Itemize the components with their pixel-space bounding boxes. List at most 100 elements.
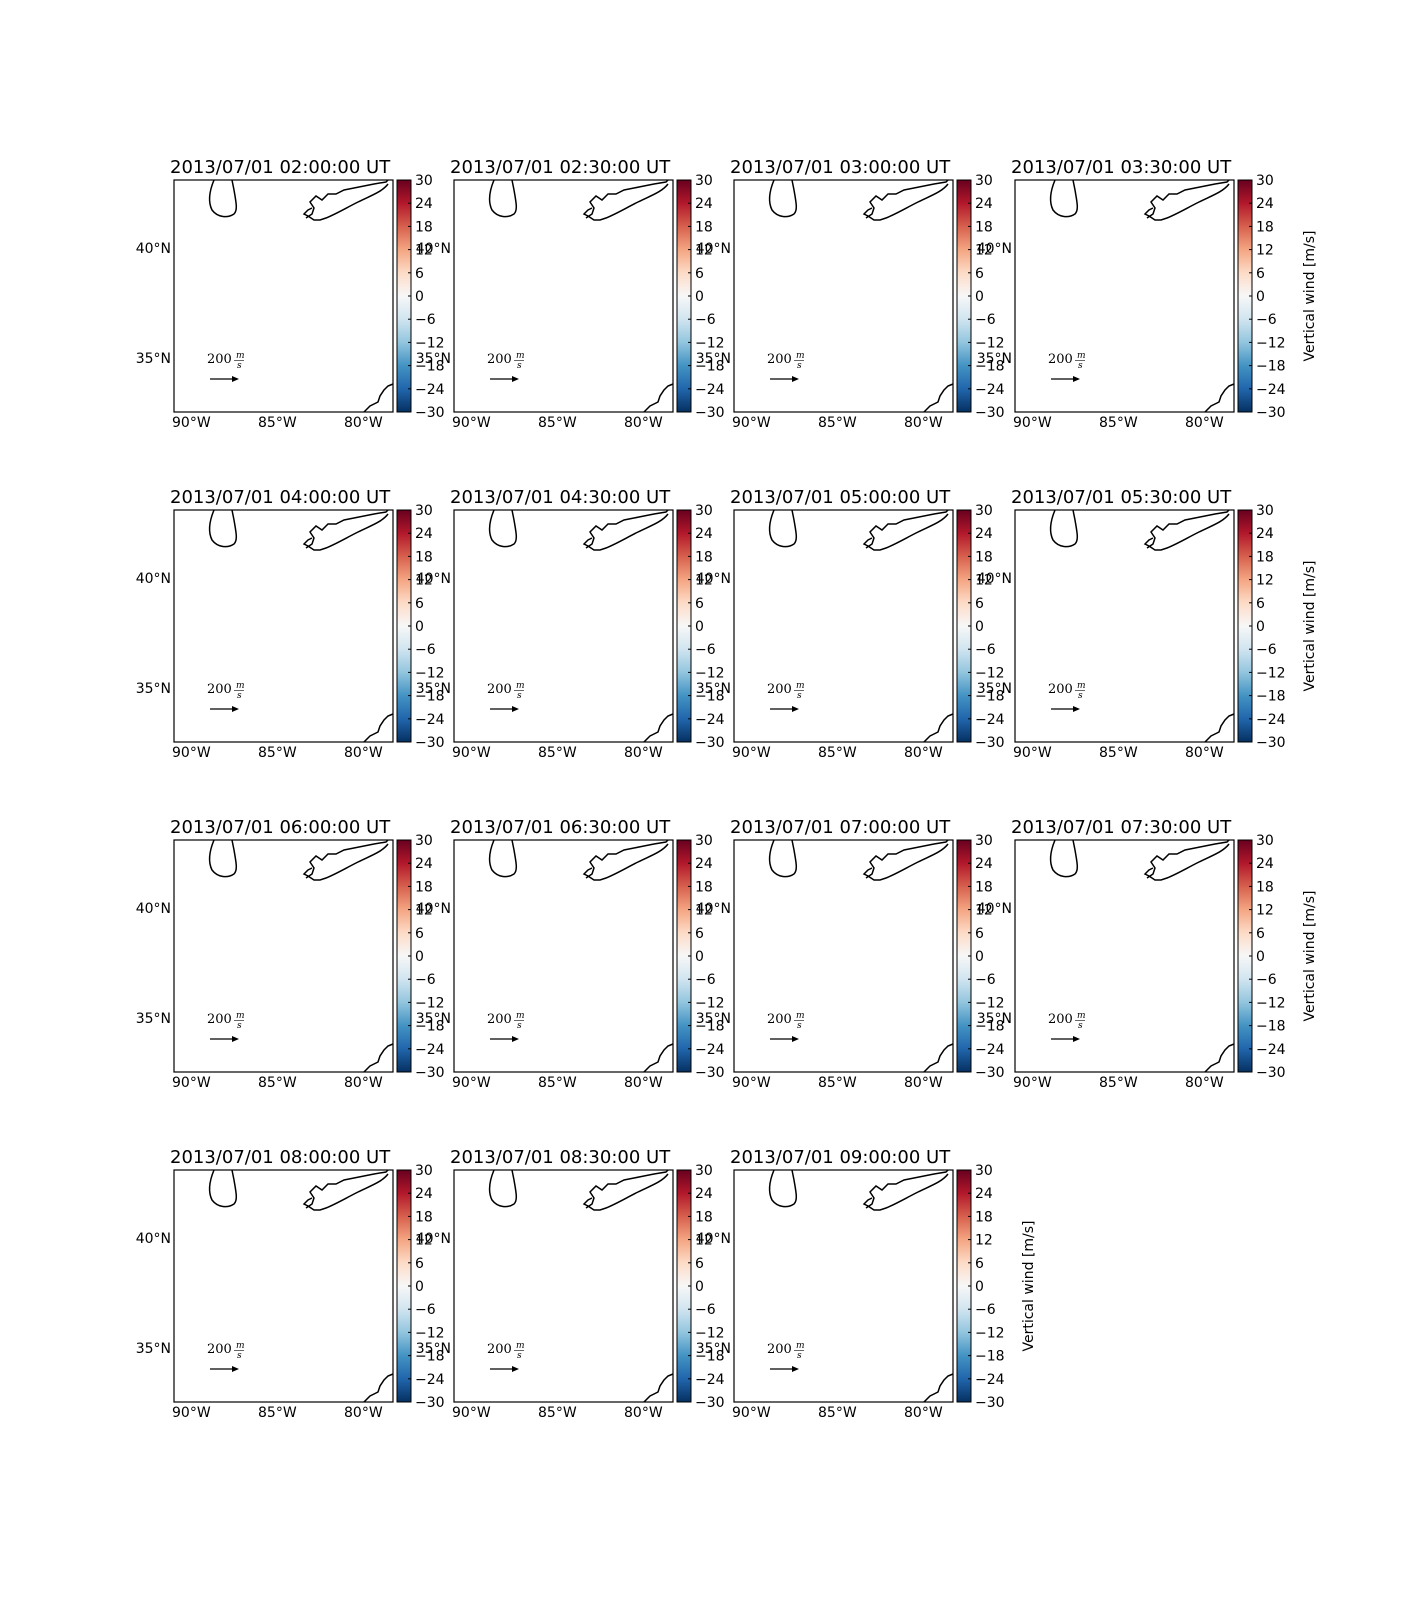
longitude-tick-label: 90°W bbox=[732, 745, 771, 761]
colorbar-tick-label: 12 bbox=[1256, 903, 1274, 919]
map-panel: 2013/07/01 08:30:00 UT 200 ms 90°W 85°W 80°W 4… bbox=[416, 1147, 757, 1421]
quiver-key-unit-num: m bbox=[516, 1011, 525, 1021]
longitude-tick-label: 85°W bbox=[258, 1405, 297, 1421]
colorbar-tick-label: −18 bbox=[975, 689, 1005, 705]
latitude-tick-label: 35°N bbox=[136, 1341, 171, 1357]
panel-title: 2013/07/01 08:00:00 UT bbox=[170, 1147, 391, 1168]
lake-michigan-coastline bbox=[488, 1169, 518, 1208]
longitude-tick-label: 80°W bbox=[1185, 415, 1224, 431]
colorbar-tick-label: 24 bbox=[1256, 196, 1274, 212]
map-panel: 2013/07/01 08:00:00 UT 200 ms 90°W 85°W 80°W 4… bbox=[136, 1147, 477, 1421]
quiver-key-arrowhead bbox=[512, 1366, 519, 1372]
quiver-key-arrowhead bbox=[232, 1036, 239, 1042]
quiver-key-unit-den: s bbox=[237, 1351, 242, 1361]
quiver-key-arrowhead bbox=[792, 1036, 799, 1042]
coastlines bbox=[768, 839, 954, 1073]
lake-erie-coastline bbox=[862, 1169, 949, 1211]
colorbar-tick-label: 18 bbox=[415, 219, 433, 235]
panel-title: 2013/07/01 07:30:00 UT bbox=[1011, 817, 1232, 838]
longitude-tick-label: 85°W bbox=[818, 1405, 857, 1421]
colorbar-tick-label: 6 bbox=[975, 596, 984, 612]
latitude-tick-label: 35°N bbox=[977, 1011, 1012, 1027]
lake-erie-coastline bbox=[1143, 179, 1230, 221]
colorbar-tick-label: 30 bbox=[695, 1163, 713, 1179]
colorbar-tick-label: 24 bbox=[695, 196, 713, 212]
colorbar-tick-label: −6 bbox=[1256, 642, 1277, 658]
latitude-tick-label: 35°N bbox=[977, 351, 1012, 367]
colorbar: 30 24 18 12 6 0 −6 −12 −18 −24 −30 Vertical wind [m… bbox=[1237, 503, 1318, 751]
colorbar-tick-label: −18 bbox=[415, 1349, 445, 1365]
colorbar-tick-label: −18 bbox=[695, 689, 725, 705]
colorbar-tick-label: 12 bbox=[695, 903, 713, 919]
lake-michigan-coastline bbox=[208, 509, 238, 548]
latitude-tick-label: 40°N bbox=[696, 241, 731, 257]
colorbar-tick-label: −30 bbox=[695, 1395, 725, 1411]
quiver-key-unit-den: s bbox=[237, 1021, 242, 1031]
latitude-tick-label: 40°N bbox=[977, 571, 1012, 587]
colorbar-tick-label: 30 bbox=[975, 1163, 993, 1179]
lake-michigan-coastline bbox=[768, 1169, 798, 1208]
coastlines bbox=[488, 1169, 674, 1403]
coastlines bbox=[768, 179, 954, 413]
atlantic-coastline bbox=[643, 713, 674, 743]
panel-title: 2013/07/01 08:30:00 UT bbox=[450, 1147, 671, 1168]
map-panel: 2013/07/01 02:30:00 UT 200 ms 90°W 85°W 80°W 4… bbox=[416, 157, 757, 431]
colorbar-tick-label: −18 bbox=[415, 1019, 445, 1035]
latitude-tick-label: 40°N bbox=[136, 901, 171, 917]
quiver-key-unit-den: s bbox=[1078, 361, 1083, 371]
quiver-key-unit-num: m bbox=[516, 351, 525, 361]
colorbar-tick-label: 6 bbox=[975, 926, 984, 942]
longitude-tick-label: 90°W bbox=[452, 745, 491, 761]
colorbar-tick-label: 6 bbox=[415, 596, 424, 612]
longitude-tick-label: 90°W bbox=[172, 415, 211, 431]
colorbar-tick-label: −18 bbox=[695, 359, 725, 375]
latitude-tick-label: 40°N bbox=[136, 571, 171, 587]
panel-title: 2013/07/01 07:00:00 UT bbox=[730, 817, 951, 838]
quiver-key-value: 200 bbox=[207, 682, 232, 697]
quiver-key-unit-num: m bbox=[236, 351, 245, 361]
colorbar-tick-label: −12 bbox=[695, 1325, 725, 1341]
lake-erie-coastline bbox=[582, 509, 669, 551]
colorbar-tick-label: −30 bbox=[695, 735, 725, 751]
colorbar-tick-label: −24 bbox=[1256, 712, 1286, 728]
panel-title: 2013/07/01 06:00:00 UT bbox=[170, 817, 391, 838]
quiver-key-value: 200 bbox=[487, 1342, 512, 1357]
quiver-key-arrowhead bbox=[232, 706, 239, 712]
map-axes-frame bbox=[1014, 509, 1235, 743]
colorbar-tick-label: 30 bbox=[695, 173, 713, 189]
map-panel: 2013/07/01 07:00:00 UT 200 ms 90°W 85°W 80°W 4… bbox=[696, 817, 1037, 1091]
colorbar-tick-label: 24 bbox=[415, 1186, 433, 1202]
colorbar-tick-label: 6 bbox=[1256, 926, 1265, 942]
colorbar-tick-label: −18 bbox=[695, 1019, 725, 1035]
map-panel: 2013/07/01 04:30:00 UT 200 ms 90°W 85°W 80°W 4… bbox=[416, 487, 757, 761]
atlantic-coastline bbox=[923, 1043, 954, 1073]
quiver-key-arrowhead bbox=[512, 376, 519, 382]
map-axes-frame bbox=[733, 1169, 954, 1403]
lake-michigan-coastline bbox=[768, 839, 798, 878]
colorbar-tick-label: 18 bbox=[695, 549, 713, 565]
colorbar-tick-label: −18 bbox=[975, 359, 1005, 375]
latitude-tick-label: 40°N bbox=[696, 901, 731, 917]
colorbar-tick-label: 18 bbox=[1256, 219, 1274, 235]
colorbar-tick-label: −30 bbox=[695, 405, 725, 421]
colorbar-tick-label: 30 bbox=[1256, 173, 1274, 189]
colorbar-tick-label: 30 bbox=[975, 833, 993, 849]
colorbar-tick-label: 24 bbox=[975, 526, 993, 542]
quiver-key: 200 ms bbox=[487, 681, 525, 712]
colorbar-tick-label: −18 bbox=[1256, 359, 1286, 375]
quiver-key-arrowhead bbox=[1073, 706, 1080, 712]
colorbar-tick-label: −18 bbox=[1256, 689, 1286, 705]
latitude-tick-label: 35°N bbox=[416, 1341, 451, 1357]
longitude-tick-label: 90°W bbox=[452, 1075, 491, 1091]
quiver-key-unit-den: s bbox=[797, 691, 802, 701]
colorbar-tick-label: −12 bbox=[415, 995, 445, 1011]
longitude-tick-label: 80°W bbox=[904, 1405, 943, 1421]
quiver-key: 200 ms bbox=[767, 1341, 805, 1372]
longitude-tick-label: 80°W bbox=[344, 415, 383, 431]
latitude-tick-label: 35°N bbox=[696, 351, 731, 367]
colorbar-tick-label: −24 bbox=[1256, 1042, 1286, 1058]
longitude-tick-label: 90°W bbox=[452, 1405, 491, 1421]
map-panel: 2013/07/01 05:00:00 UT 200 ms 90°W 85°W 80°W 4… bbox=[696, 487, 1037, 761]
colorbar-tick-label: 0 bbox=[695, 949, 704, 965]
quiver-key: 200 ms bbox=[487, 351, 525, 382]
